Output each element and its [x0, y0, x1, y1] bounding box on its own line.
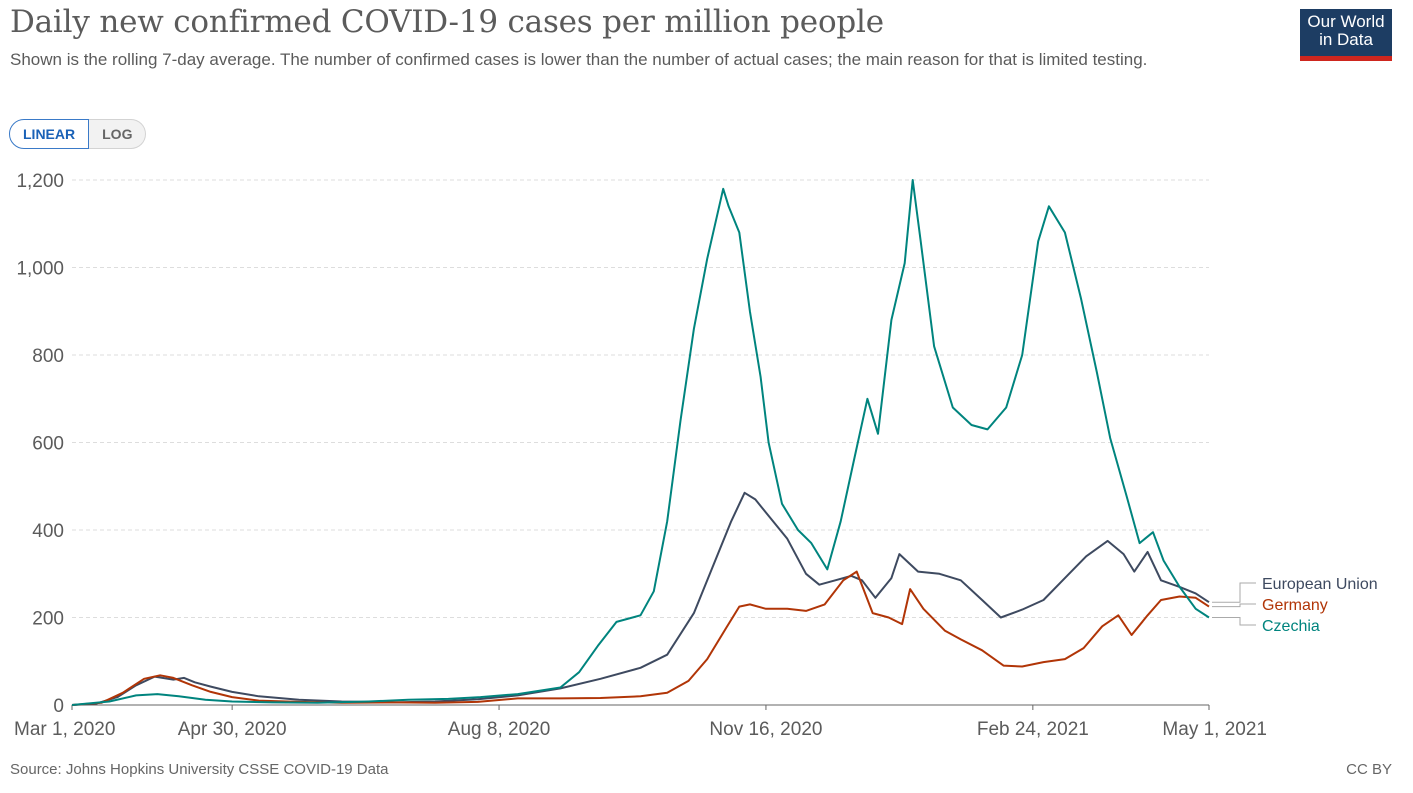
- log-scale-button[interactable]: LOG: [89, 119, 147, 149]
- y-tick-label: 1,200: [16, 171, 64, 192]
- label-connector: [1212, 617, 1256, 626]
- y-tick-label: 400: [32, 521, 64, 542]
- logo-line-1: Our World: [1307, 12, 1385, 31]
- x-tick-label: Nov 16, 2020: [709, 719, 822, 740]
- series-labels: European Union Germany Czechia: [1212, 576, 1378, 635]
- x-tick-label: Feb 24, 2021: [977, 719, 1089, 740]
- series-label-european-union[interactable]: European Union: [1262, 576, 1378, 593]
- y-tick-label: 0: [53, 696, 64, 717]
- y-tick-label: 600: [32, 434, 64, 455]
- y-tick-label: 200: [32, 609, 64, 630]
- chart-subtitle: Shown is the rolling 7-day average. The …: [10, 50, 1148, 69]
- logo-line-2: in Data: [1319, 30, 1373, 49]
- y-tick-label: 1,000: [16, 259, 64, 280]
- y-axis-ticks: 0 200 400 600 800 1,000 1,200: [16, 171, 64, 717]
- y-tick-label: 800: [32, 346, 64, 367]
- series-label-czechia[interactable]: Czechia: [1262, 618, 1320, 635]
- label-connector: [1212, 582, 1256, 603]
- license-label[interactable]: CC BY: [1346, 761, 1392, 778]
- chart-title: Daily new confirmed COVID-19 cases per m…: [10, 4, 884, 40]
- series-line-czechia[interactable]: [71, 179, 1210, 706]
- series-lines: [71, 179, 1210, 706]
- series-label-germany[interactable]: Germany: [1262, 597, 1328, 614]
- x-axis-ticks: Mar 1, 2020 Apr 30, 2020 Aug 8, 2020 Nov 16…: [14, 705, 1267, 740]
- source-note[interactable]: Source: Johns Hopkins University CSSE CO…: [10, 761, 389, 778]
- owid-logo[interactable]: Our World in Data: [1300, 9, 1392, 61]
- label-connector: [1212, 603, 1256, 608]
- series-line-germany[interactable]: [71, 570, 1210, 706]
- x-tick-label: Apr 30, 2020: [178, 719, 287, 740]
- linear-scale-button[interactable]: LINEAR: [9, 119, 90, 149]
- x-tick-label: May 1, 2021: [1162, 719, 1267, 740]
- x-tick-label: Mar 1, 2020: [14, 719, 115, 740]
- scale-toggle: LINEAR LOG: [9, 119, 147, 149]
- x-tick-label: Aug 8, 2020: [448, 719, 550, 740]
- gridlines: [72, 179, 1209, 706]
- series-line-european-union[interactable]: [71, 491, 1210, 706]
